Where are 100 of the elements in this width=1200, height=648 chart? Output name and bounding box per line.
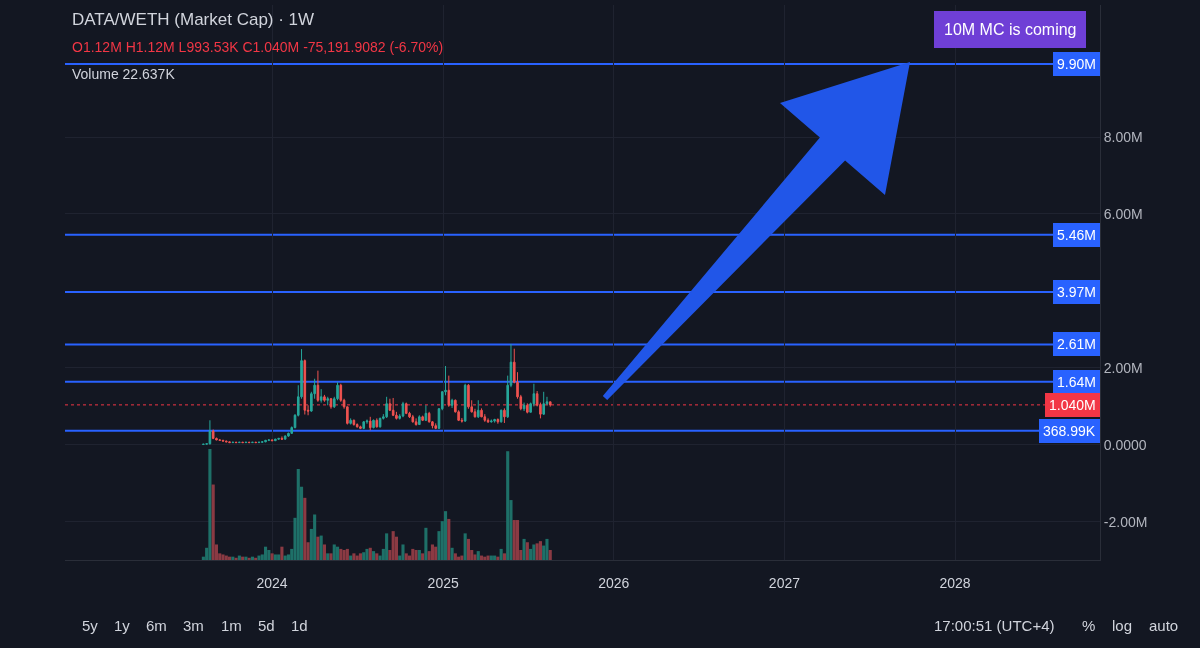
bar: [421, 553, 425, 560]
y-tick-label: 8.00M: [1103, 128, 1143, 145]
candlestick: [486, 417, 490, 424]
y-tick-label: 6.00M: [1103, 205, 1143, 222]
bar: [499, 548, 503, 560]
candlestick: [326, 396, 330, 406]
candlestick: [421, 415, 424, 422]
candlestick: [277, 437, 280, 441]
bar: [342, 550, 346, 560]
bar: [512, 520, 516, 560]
bar: [263, 546, 268, 560]
ref-line-label: 3.97M: [1057, 284, 1096, 300]
text: auto: [1149, 617, 1179, 634]
bar: [404, 553, 408, 560]
bar: [208, 449, 212, 560]
bar: [515, 520, 520, 560]
text: log: [1112, 617, 1133, 634]
candlestick: [375, 417, 379, 429]
text: 3m: [183, 617, 204, 634]
candlestick: [368, 416, 372, 431]
bar: [463, 533, 467, 560]
bar: [296, 468, 300, 560]
candlestick: [267, 439, 271, 442]
bar: [411, 548, 415, 560]
bar: [391, 531, 395, 560]
candlestick: [270, 439, 274, 442]
bar: [424, 527, 428, 560]
bar: [506, 451, 510, 560]
bar: [450, 547, 454, 560]
candlestick: [280, 435, 284, 441]
candlestick: [418, 414, 421, 426]
candlestick: [476, 399, 480, 419]
text: 6m: [146, 617, 167, 634]
bar: [453, 553, 457, 560]
bar: [401, 544, 405, 560]
ref-line-label: 2.61M: [1057, 336, 1096, 352]
candlestick: [424, 404, 428, 422]
candlestick: [414, 417, 418, 427]
x-tick-label: 2024: [256, 574, 288, 591]
bar: [502, 553, 506, 560]
candlestick: [450, 398, 454, 409]
candlestick: [427, 411, 431, 424]
candlestick: [355, 424, 359, 429]
ref-line-label: 9.90M: [1057, 56, 1096, 72]
text: 1d: [291, 617, 308, 634]
candlestick: [362, 420, 366, 430]
candlestick: [260, 440, 264, 444]
candlestick: [372, 419, 375, 429]
bar: [313, 514, 317, 560]
ref-line-label: 1.040M: [1049, 397, 1096, 413]
candlestick: [391, 397, 395, 417]
x-tick-label: 2027: [768, 574, 801, 591]
candlestick: [316, 370, 320, 403]
candlestick: [467, 383, 470, 410]
chart-title: Volume 22.637K: [72, 66, 176, 82]
bar: [525, 542, 529, 560]
x-tick-label: 2025: [427, 574, 459, 591]
bar: [371, 551, 376, 560]
candlestick: [208, 419, 212, 446]
candlestick: [499, 409, 503, 424]
text: 1m: [221, 617, 242, 634]
annotation: 10M MC is coming: [944, 21, 1077, 38]
bar: [211, 484, 215, 560]
bar: [548, 550, 552, 560]
bar: [332, 544, 336, 560]
candlestick: [224, 440, 228, 443]
text: 5y: [82, 617, 99, 634]
bar: [303, 497, 307, 560]
bar: [522, 538, 526, 560]
ref-line-label: 368.99K: [1043, 423, 1096, 439]
bar: [434, 546, 438, 560]
candlestick: [542, 391, 545, 416]
bar: [430, 544, 434, 560]
candlestick: [202, 443, 205, 446]
candlestick: [211, 429, 215, 440]
candlestick: [411, 414, 415, 424]
bar: [322, 544, 327, 560]
bar: [538, 541, 542, 560]
candlestick: [349, 417, 352, 424]
candlestick: [228, 440, 231, 444]
candlestick: [447, 375, 451, 408]
candlestick: [303, 358, 307, 416]
y-tick-label: 0.0000: [1103, 436, 1147, 453]
text: O1.12M H1.12M L993.53K C1.040M -75,191.9082 (-6.70%): [72, 39, 444, 55]
candlestick: [522, 402, 526, 412]
candlestick: [503, 407, 506, 424]
text: 5d: [258, 617, 275, 634]
candlestick: [283, 434, 287, 440]
candlestick: [352, 419, 356, 427]
candlestick: [319, 388, 323, 404]
candlestick: [359, 425, 362, 430]
y-tick-label: 2.00M: [1103, 359, 1143, 376]
text: %: [1082, 617, 1096, 634]
bar: [466, 538, 470, 560]
bar: [335, 546, 340, 560]
candlestick: [218, 438, 222, 442]
candlestick: [490, 419, 493, 424]
ref-line-label: 5.46M: [1057, 227, 1096, 243]
candlestick: [323, 394, 326, 403]
text: 17:00:51 (UTC+4): [934, 617, 1055, 634]
